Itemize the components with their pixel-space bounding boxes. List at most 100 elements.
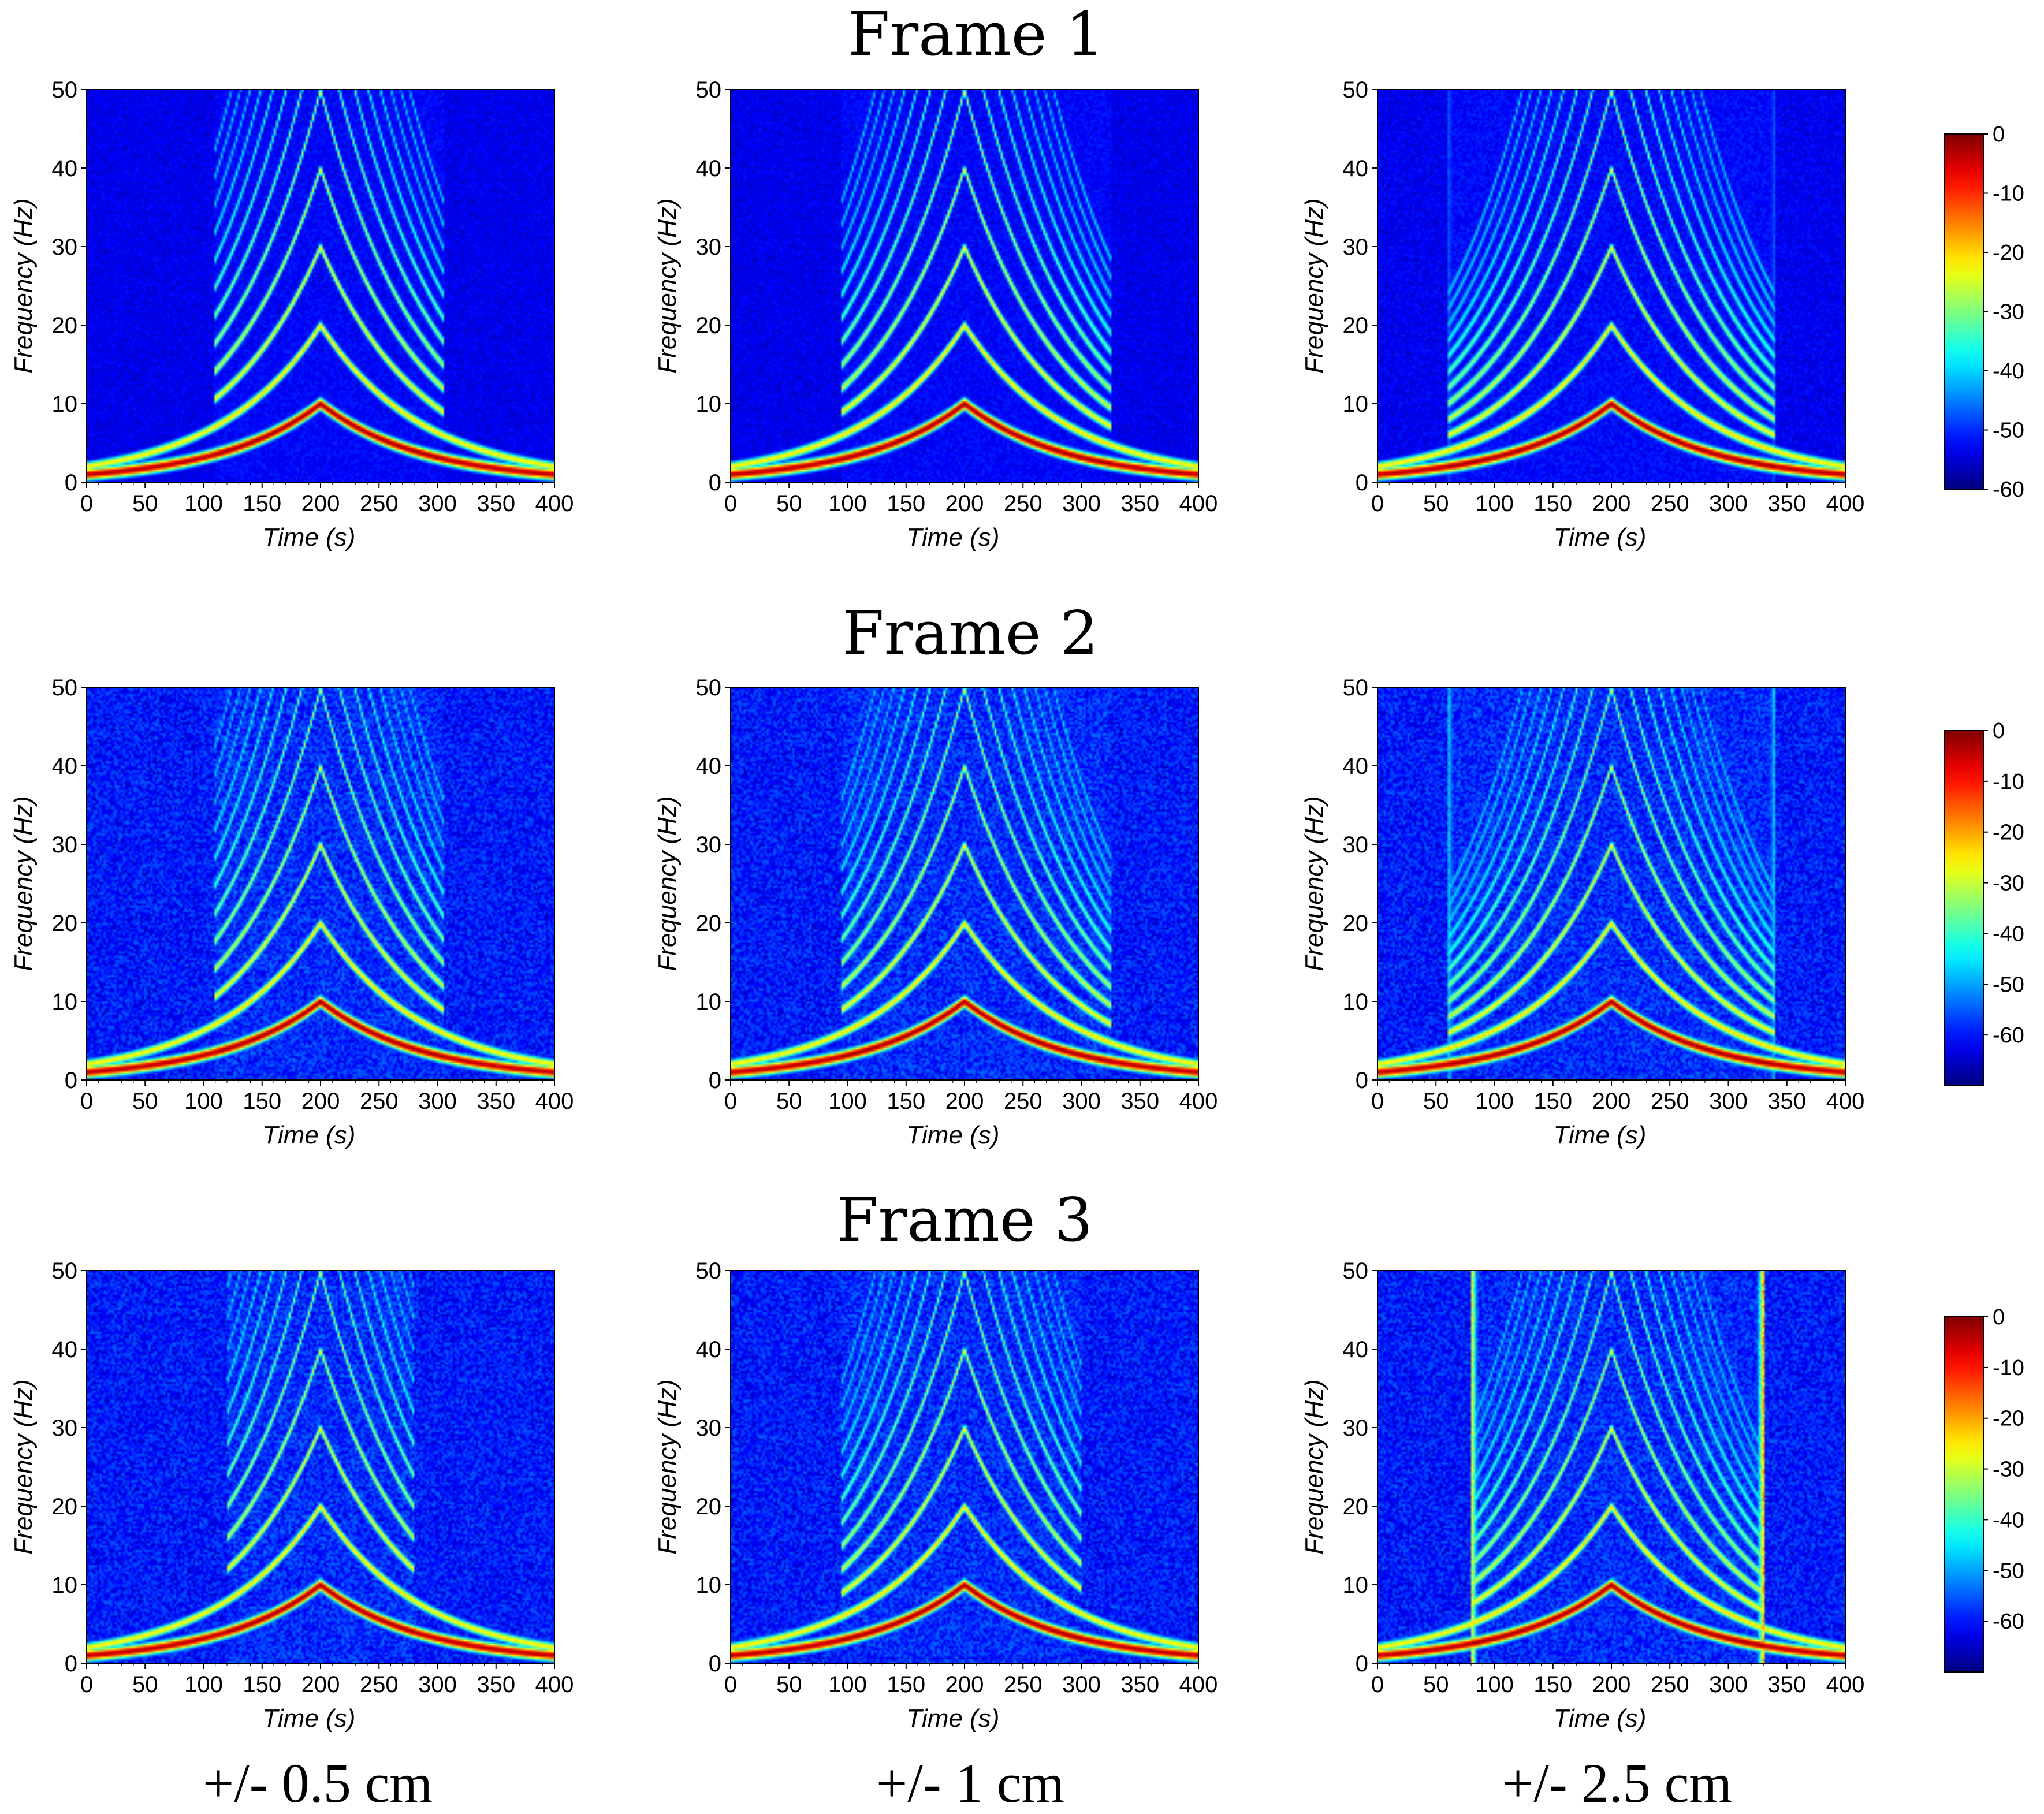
x-tick-label: 100 bbox=[184, 491, 223, 516]
x-tick-label: 50 bbox=[776, 1089, 802, 1114]
spectrogram-panel: 0 50 100 150 200 250 300 350 400 0 10 20 30 40 50 Time … bbox=[1300, 675, 1864, 1149]
y-tick-label: 20 bbox=[52, 313, 78, 338]
x-tick-label: 250 bbox=[1004, 1672, 1043, 1697]
x-tick-label: 400 bbox=[1179, 1672, 1218, 1697]
colorbar-gradient bbox=[1944, 730, 1984, 1086]
y-tick-label: 0 bbox=[709, 1068, 721, 1093]
spectrogram-image bbox=[1377, 90, 1845, 482]
colorbar-tick-label: -10 bbox=[1993, 1356, 2024, 1380]
panels-layer: 0 50 100 150 200 250 300 350 40001020304050Time … bbox=[9, 77, 1864, 1733]
y-tick-label: 50 bbox=[696, 1258, 722, 1284]
column-label-2: +/- 1 cm bbox=[876, 1752, 1064, 1814]
colorbar-tick-label: -50 bbox=[1993, 419, 2024, 443]
x-tick-label: 50 bbox=[1423, 1672, 1449, 1697]
x-tick-label: 200 bbox=[945, 1672, 984, 1697]
x-tick-label: 250 bbox=[1651, 491, 1689, 516]
x-tick-label: 250 bbox=[1651, 1672, 1689, 1697]
y-tick-label: 50 bbox=[52, 675, 78, 701]
x-tick-label: 100 bbox=[1475, 491, 1514, 516]
x-tick-label: 300 bbox=[418, 491, 457, 516]
colorbar-tick-label: -40 bbox=[1993, 1508, 2024, 1532]
y-tick-label: 50 bbox=[1343, 77, 1369, 103]
y-tick-label: 10 bbox=[52, 392, 78, 417]
y-tick-label: 10 bbox=[696, 1573, 722, 1598]
colorbar-tick-label: -30 bbox=[1993, 300, 2024, 325]
x-tick-label: 0 bbox=[80, 1089, 93, 1114]
colorbar-tick-label: -40 bbox=[1993, 359, 2024, 383]
x-tick-label: 300 bbox=[1709, 1672, 1748, 1697]
colorbar-tick-label: -30 bbox=[1993, 1458, 2024, 1482]
spectrogram-panel: 0 50 100 150 200 250 300 350 400 0 10 20 30 40 50 Time … bbox=[653, 675, 1218, 1149]
spectrogram-panel: 0 50 100 150 200 250 300 350 400 0 10 20 30 40 50 Time … bbox=[653, 77, 1218, 552]
y-tick-label: 10 bbox=[1343, 989, 1369, 1015]
y-axis-label: Frequency (Hz) bbox=[653, 796, 682, 971]
x-tick-label: 350 bbox=[476, 1089, 515, 1114]
y-tick-label: 30 bbox=[52, 832, 78, 858]
spectrogram-panel: 0 50 100 150 200 250 300 350 400 0 10 20 30 40 50 Time … bbox=[653, 1258, 1218, 1733]
spectrogram-panel: 0 50 100 150 200 250 300 350 400 0 10 20 30 40 50 Time … bbox=[9, 675, 574, 1149]
y-tick-label: 20 bbox=[52, 1494, 78, 1519]
y-tick-label: 0 bbox=[65, 1068, 77, 1093]
x-tick-label: 0 bbox=[1371, 1672, 1384, 1697]
y-tick-label: 40 bbox=[52, 1337, 78, 1362]
spectrogram-panel: 0 50 100 150 200 250 300 350 400 0 10 20 30 40 50 Time … bbox=[1300, 77, 1864, 552]
x-tick-label: 50 bbox=[776, 491, 802, 516]
x-tick-label: 300 bbox=[418, 1672, 457, 1697]
spectrogram-image bbox=[731, 90, 1198, 482]
x-tick-label: 150 bbox=[243, 1672, 281, 1697]
colorbar-tick-label: -30 bbox=[1993, 871, 2024, 896]
x-tick-label: 0 bbox=[80, 491, 93, 516]
x-tick-label: 250 bbox=[360, 491, 399, 516]
x-tick-label: 150 bbox=[1533, 1672, 1572, 1697]
x-tick-label: 300 bbox=[1062, 1089, 1101, 1114]
y-axis-label: Frequency (Hz) bbox=[653, 198, 682, 373]
frame-title-2: Frame 2 bbox=[842, 598, 1098, 668]
x-tick-label: 0 bbox=[1371, 491, 1384, 516]
x-tick-label: 50 bbox=[132, 1672, 158, 1697]
x-tick-label: 200 bbox=[945, 1089, 984, 1114]
colorbar-tick-label: -60 bbox=[1993, 478, 2024, 502]
y-tick-label: 50 bbox=[52, 1258, 78, 1284]
y-tick-label: 30 bbox=[52, 234, 78, 260]
y-tick-label: 30 bbox=[52, 1416, 78, 1441]
y-tick-label: 10 bbox=[52, 1573, 78, 1598]
spectrogram-image bbox=[87, 1271, 554, 1663]
spectrogram-panel: 0 50 100 150 200 250 300 350 400 0 10 20 30 40 50 Time … bbox=[1300, 1258, 1864, 1733]
x-tick-label: 100 bbox=[828, 491, 867, 516]
x-tick-label: 350 bbox=[1767, 1672, 1806, 1697]
y-tick-label: 0 bbox=[1356, 1068, 1368, 1093]
colorbar: 0 -10 -20 -30 -40 -50 -60 bbox=[1944, 719, 2024, 1086]
colorbar-tick-label: -10 bbox=[1993, 182, 2024, 206]
spectrogram-image bbox=[1377, 1271, 1845, 1663]
colorbar-tick-label: 0 bbox=[1993, 719, 2005, 743]
x-tick-label: 400 bbox=[1179, 1089, 1218, 1114]
x-tick-label: 200 bbox=[1592, 1672, 1631, 1697]
x-tick-label: 300 bbox=[1709, 491, 1748, 516]
x-tick-label: 300 bbox=[1062, 491, 1101, 516]
y-tick-label: 0 bbox=[709, 1651, 721, 1677]
x-tick-label: 100 bbox=[828, 1089, 867, 1114]
y-tick-label: 20 bbox=[696, 1494, 722, 1519]
y-tick-label: 10 bbox=[696, 392, 722, 417]
x-tick-label: 50 bbox=[1423, 491, 1449, 516]
y-tick-label: 0 bbox=[1356, 470, 1368, 496]
colorbar-tick-label: 0 bbox=[1993, 122, 2005, 147]
y-tick-label: 20 bbox=[1343, 313, 1369, 338]
x-tick-label: 200 bbox=[1592, 1089, 1631, 1114]
x-tick-label: 400 bbox=[535, 1672, 574, 1697]
spectrogram-image bbox=[731, 687, 1198, 1080]
x-tick-label: 300 bbox=[1062, 1672, 1101, 1697]
x-tick-label: 0 bbox=[724, 1089, 737, 1114]
y-tick-label: 20 bbox=[696, 313, 722, 338]
x-tick-label: 100 bbox=[828, 1672, 867, 1697]
y-tick-label: 20 bbox=[1343, 911, 1369, 936]
x-tick-label: 100 bbox=[1475, 1672, 1514, 1697]
y-tick-label: 50 bbox=[1343, 675, 1369, 701]
colorbars-layer: 0 -10 -20 -30 -40 -50 -60 0 -10 -20 -30 -40 -50 -60 0 -… bbox=[1944, 122, 2024, 1673]
x-tick-label: 0 bbox=[1371, 1089, 1384, 1114]
colorbar-tick-label: -50 bbox=[1993, 973, 2024, 997]
x-tick-label: 400 bbox=[1179, 491, 1218, 516]
y-tick-label: 20 bbox=[696, 911, 722, 936]
frame-title-1: Frame 1 bbox=[848, 0, 1104, 69]
